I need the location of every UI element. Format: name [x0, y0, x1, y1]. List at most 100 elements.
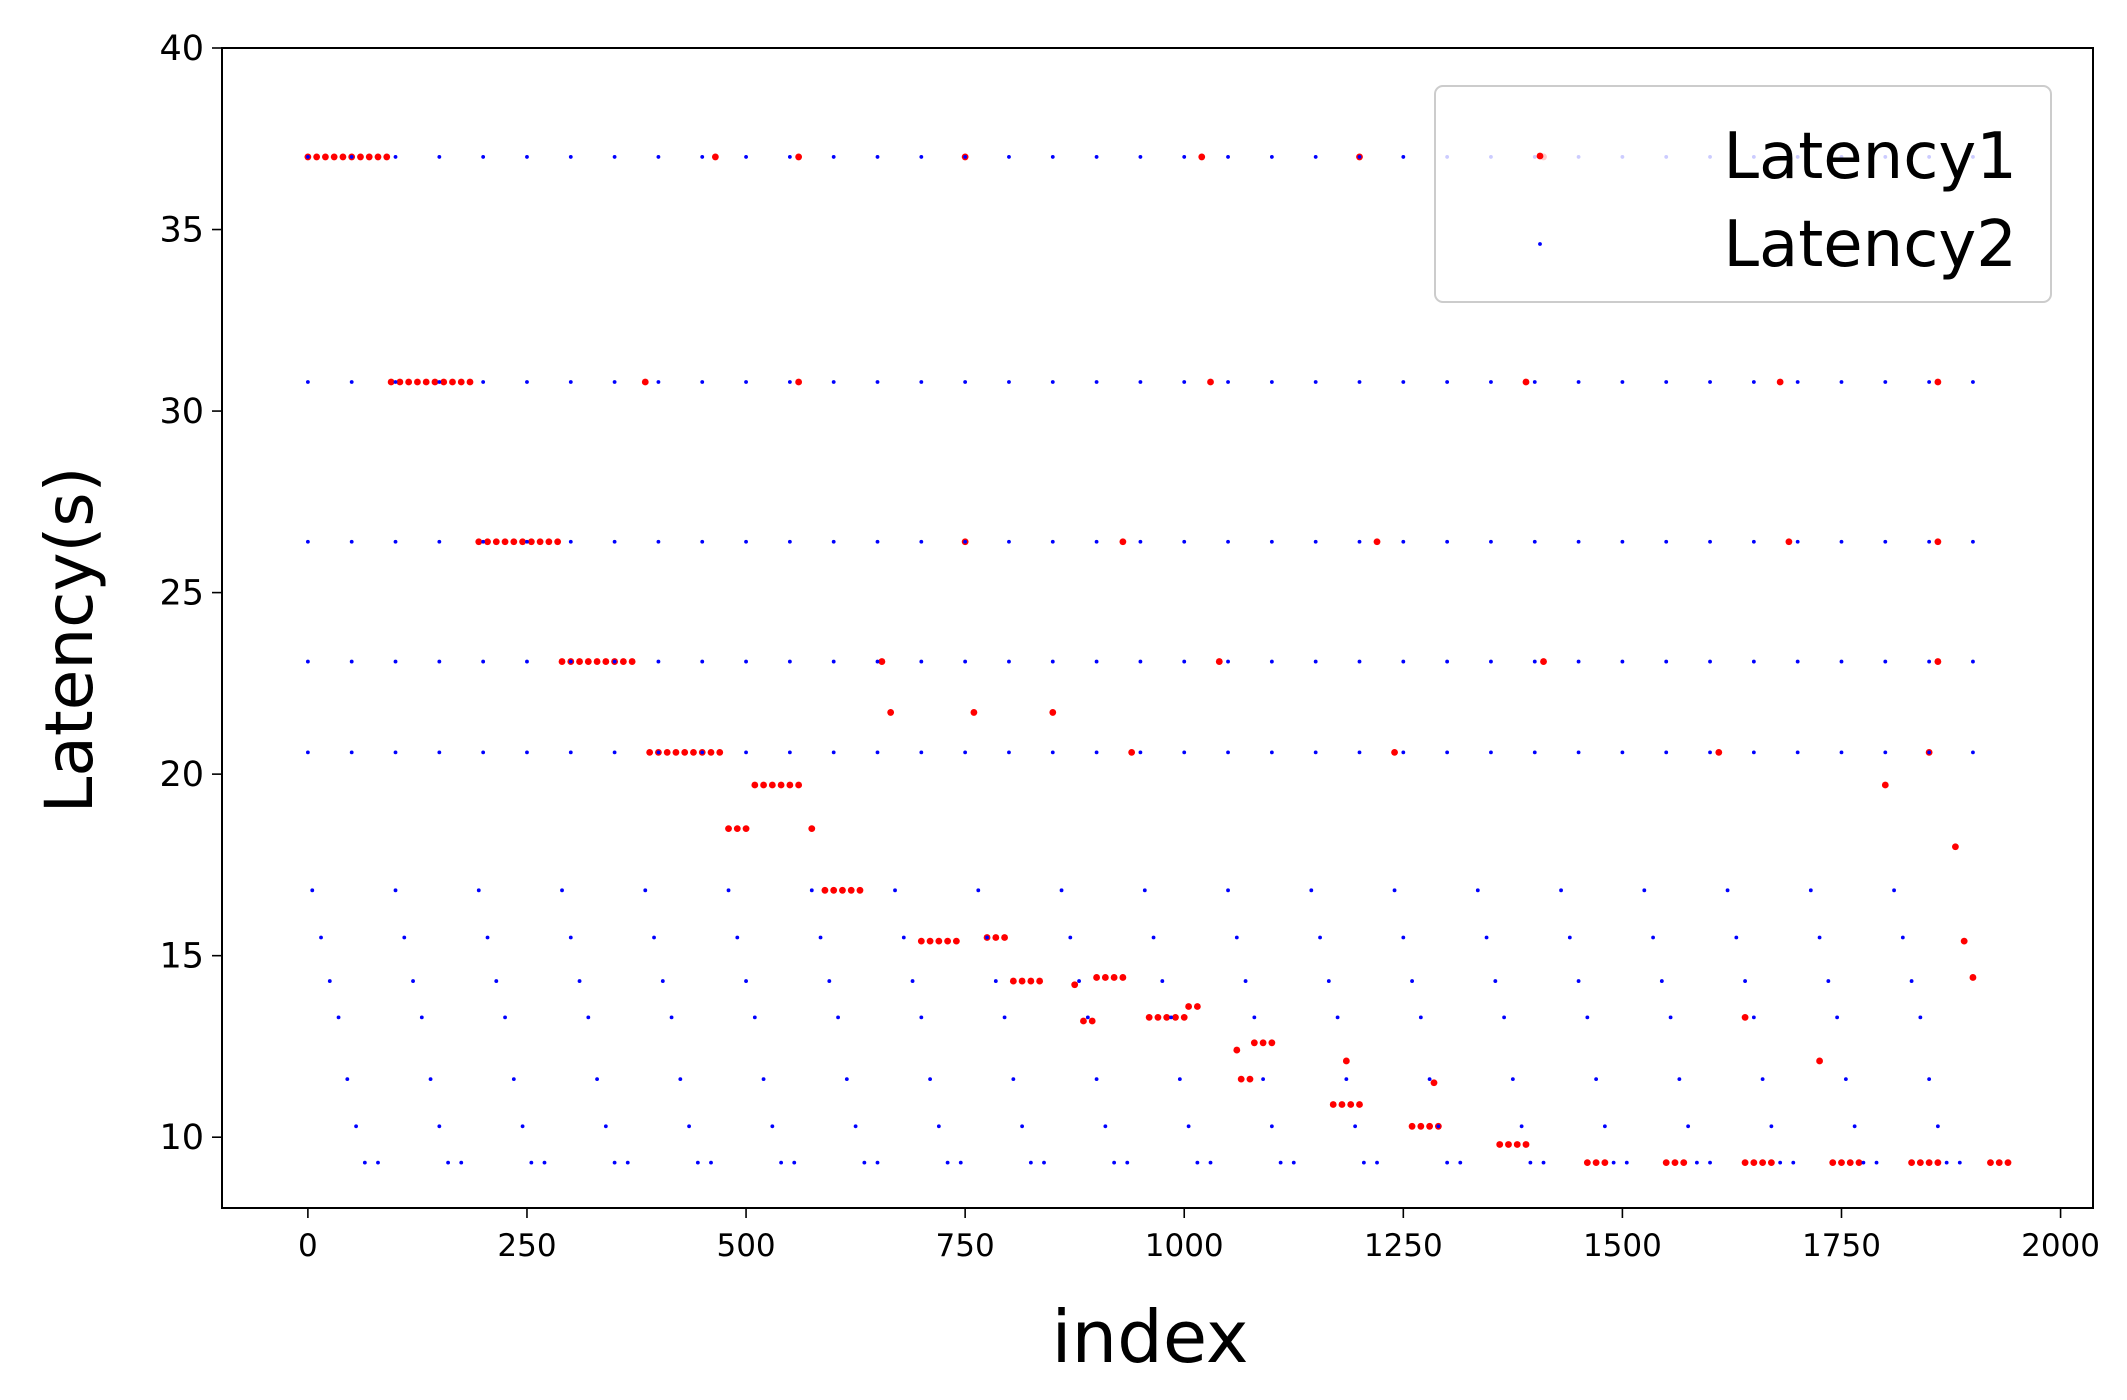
point — [1313, 380, 1318, 384]
point — [1259, 1039, 1267, 1047]
point — [768, 781, 776, 789]
point — [1458, 1160, 1463, 1165]
point — [1154, 1013, 1162, 1021]
point — [1927, 1077, 1932, 1082]
point — [1036, 977, 1044, 985]
point — [1909, 979, 1914, 983]
point — [1112, 1160, 1117, 1165]
point — [525, 380, 529, 384]
point — [690, 748, 697, 756]
point — [831, 750, 836, 755]
point — [1195, 1160, 1200, 1165]
point — [437, 539, 442, 544]
point — [1071, 981, 1079, 989]
point — [1138, 750, 1143, 755]
point — [1445, 380, 1450, 384]
point — [402, 935, 407, 940]
point — [992, 934, 1000, 941]
point — [831, 380, 836, 384]
point — [327, 979, 332, 983]
point — [449, 378, 456, 386]
point — [354, 1124, 358, 1129]
point — [1080, 1017, 1087, 1025]
point — [1741, 1159, 1749, 1167]
point — [1927, 750, 1932, 755]
point — [481, 539, 486, 544]
point — [310, 888, 315, 893]
x-axis-label: index — [1052, 1295, 1249, 1379]
point — [602, 658, 610, 665]
point — [1050, 659, 1055, 664]
point — [1250, 1039, 1258, 1047]
point — [1326, 979, 1331, 983]
point — [733, 825, 741, 832]
point — [586, 1015, 591, 1020]
point — [457, 378, 465, 386]
point — [1182, 750, 1187, 755]
point — [963, 155, 968, 159]
point — [700, 380, 705, 384]
point — [628, 658, 636, 665]
point — [928, 1077, 932, 1082]
point — [744, 380, 748, 384]
point — [1138, 539, 1143, 544]
point — [1971, 659, 1975, 664]
point — [1957, 1160, 1962, 1165]
point — [779, 1160, 784, 1165]
point — [1094, 155, 1099, 159]
point — [393, 380, 398, 384]
point — [1093, 974, 1100, 981]
point — [856, 886, 864, 894]
point — [700, 155, 705, 159]
legend-label: Latency1 — [1723, 120, 2017, 194]
point — [1007, 659, 1011, 664]
point — [1892, 888, 1896, 893]
point — [1839, 380, 1844, 384]
point — [1007, 155, 1011, 159]
point — [787, 750, 792, 755]
point — [510, 538, 518, 546]
point — [1401, 935, 1406, 940]
point — [396, 378, 404, 386]
point — [1751, 380, 1756, 384]
point — [1668, 1015, 1673, 1020]
y-tick-label: 35 — [159, 211, 204, 251]
point — [963, 750, 968, 755]
point — [1172, 1013, 1179, 1021]
point — [744, 155, 748, 159]
point — [1541, 1160, 1546, 1165]
point — [1816, 1057, 1823, 1065]
point — [1505, 1141, 1512, 1148]
point — [744, 979, 748, 983]
point — [1620, 659, 1625, 664]
point — [711, 153, 719, 161]
legend-marker — [1536, 152, 1544, 160]
point — [1226, 539, 1230, 544]
x-tick-label: 250 — [497, 1228, 556, 1264]
point — [1708, 750, 1712, 755]
point — [1410, 979, 1414, 983]
point — [1182, 155, 1187, 159]
point — [1163, 1013, 1171, 1021]
point — [919, 539, 924, 544]
y-tick-label: 20 — [159, 755, 204, 795]
point — [1344, 1077, 1349, 1082]
point — [1198, 153, 1206, 161]
point — [1935, 1124, 1940, 1129]
point — [1741, 1013, 1749, 1021]
point — [1835, 1015, 1840, 1020]
point — [446, 1160, 450, 1165]
point — [501, 538, 509, 546]
point — [681, 748, 689, 756]
point — [887, 709, 895, 716]
point — [1881, 781, 1889, 789]
point — [1068, 935, 1073, 940]
point — [411, 979, 415, 983]
point — [1018, 977, 1026, 985]
point — [376, 1160, 380, 1165]
point — [1528, 1160, 1533, 1165]
x-tick-label: 1500 — [1583, 1228, 1662, 1264]
point — [1001, 934, 1008, 941]
point — [1182, 539, 1187, 544]
